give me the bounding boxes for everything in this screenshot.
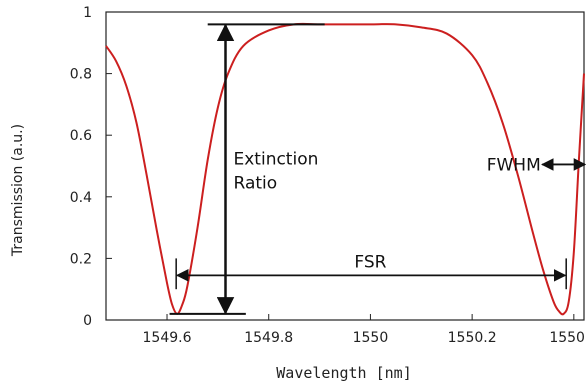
y-tick-label: 0.4 bbox=[70, 190, 92, 206]
y-axis-label: Transmission (a.u.) bbox=[10, 124, 26, 257]
x-tick-label: 1549.8 bbox=[244, 330, 293, 346]
x-tick-label: 1550.2 bbox=[448, 330, 497, 346]
fsr-label: FSR bbox=[354, 252, 386, 272]
annotation-layer: Extinction Ratio FSR FWHM bbox=[169, 23, 586, 315]
axis-ticks: 1549.6 1549.8 1550 1550.2 1550.4 0 0.2 0.4 0.6 0.… bbox=[70, 5, 586, 346]
extinction-label-line1: Extinction bbox=[234, 149, 319, 169]
y-tick-label: 1 bbox=[83, 5, 92, 21]
extinction-ratio-label: Extinction Ratio bbox=[234, 149, 319, 193]
y-tick-label: 0.6 bbox=[70, 128, 92, 144]
y-tick-label: 0 bbox=[83, 313, 92, 329]
y-tick-label: 0.8 bbox=[70, 67, 92, 83]
x-tick-label: 1549.6 bbox=[143, 330, 192, 346]
y-tick-label: 0.2 bbox=[70, 251, 92, 267]
extinction-label-line2: Ratio bbox=[234, 173, 278, 193]
x-tick-label: 1550.4 bbox=[549, 330, 586, 346]
fwhm-label: FWHM bbox=[487, 155, 541, 175]
x-axis-label: Wavelength [nm] bbox=[276, 364, 411, 382]
x-tick-label: 1550 bbox=[353, 330, 389, 346]
